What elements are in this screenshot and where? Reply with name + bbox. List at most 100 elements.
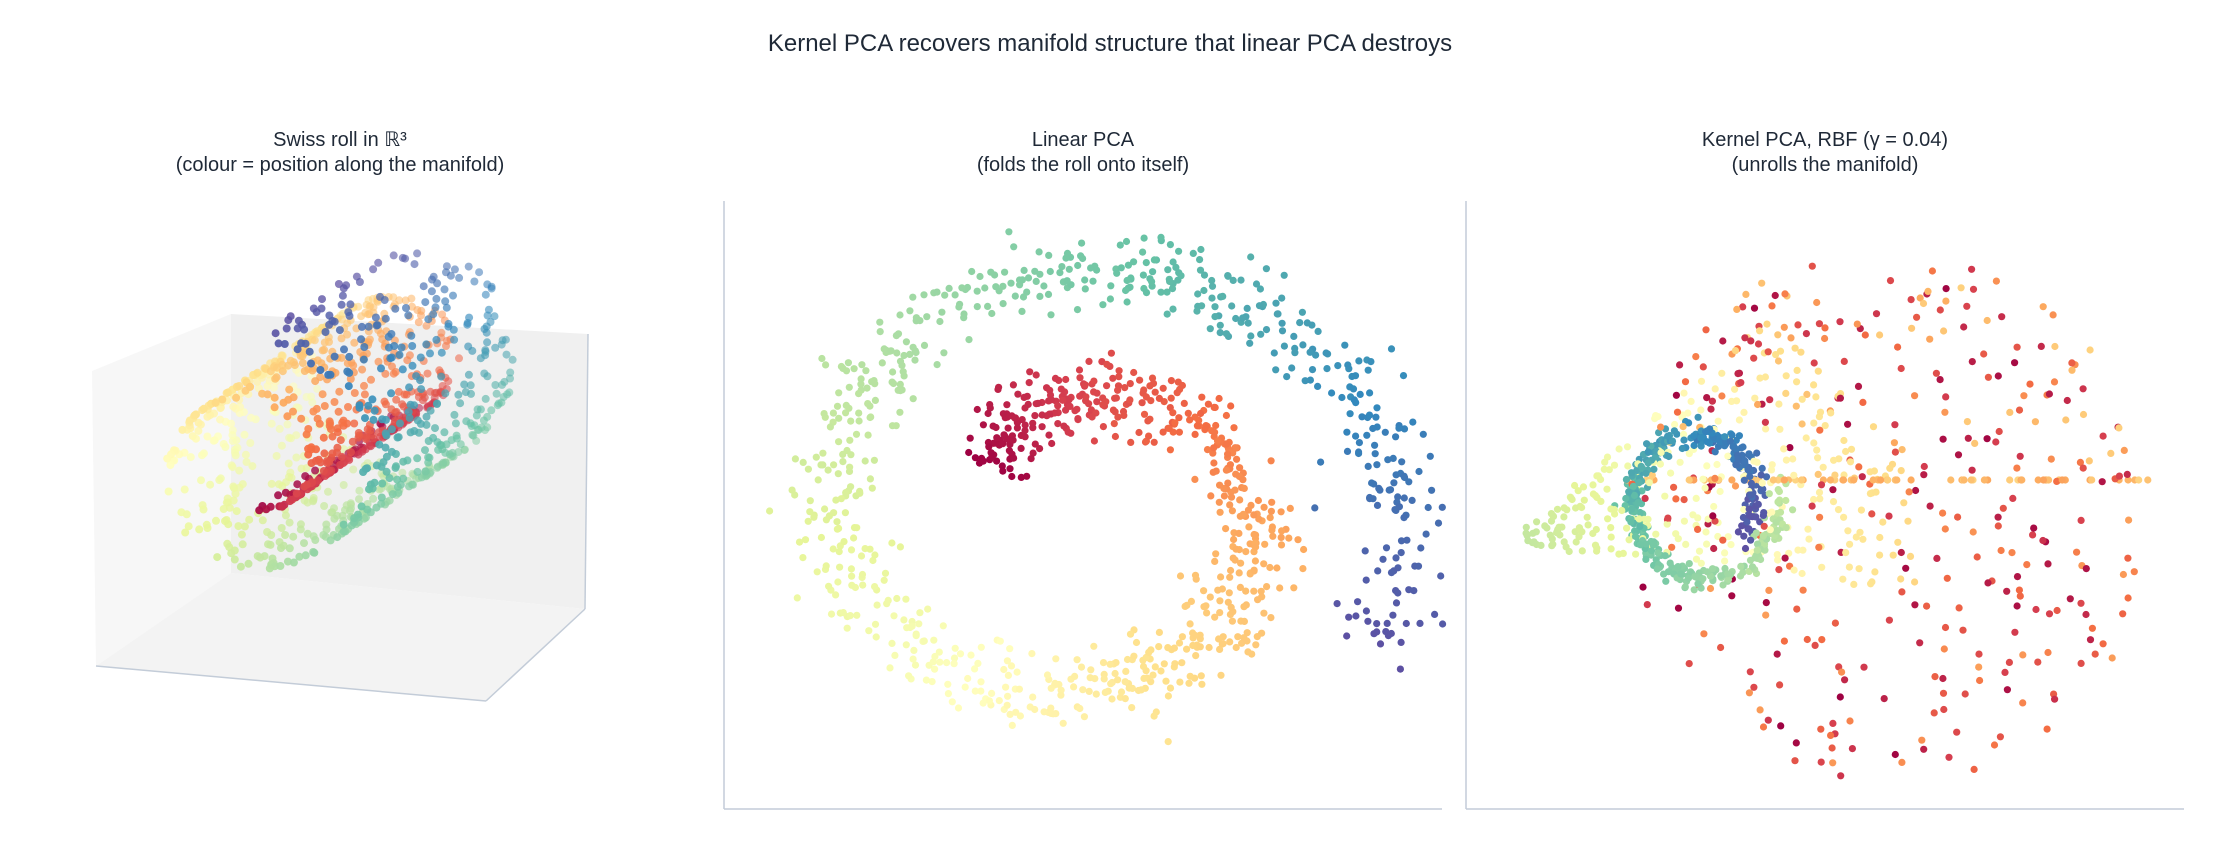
data-point xyxy=(839,458,847,466)
data-point xyxy=(1099,423,1107,431)
data-point xyxy=(1821,334,1829,343)
data-point xyxy=(195,525,204,534)
data-point xyxy=(1079,686,1087,694)
data-point xyxy=(1128,684,1136,693)
data-point xyxy=(1149,268,1157,276)
data-point xyxy=(1395,503,1403,511)
data-point xyxy=(1247,501,1255,509)
data-point xyxy=(313,384,322,393)
data-point xyxy=(968,267,976,276)
data-point xyxy=(1607,533,1615,541)
data-point xyxy=(421,298,430,307)
data-point xyxy=(1267,614,1275,622)
data-point xyxy=(357,335,366,344)
data-point xyxy=(1789,506,1797,514)
data-point xyxy=(920,341,929,349)
data-point xyxy=(2013,464,2021,472)
data-point xyxy=(272,452,281,460)
data-point xyxy=(865,627,873,635)
data-point xyxy=(1049,710,1057,718)
data-point xyxy=(1692,353,1700,361)
data-point xyxy=(840,538,848,546)
data-point xyxy=(1424,503,1432,512)
data-point xyxy=(1253,633,1261,641)
data-point xyxy=(491,381,500,389)
data-point xyxy=(1816,426,1824,434)
data-point xyxy=(900,616,908,624)
data-point xyxy=(1197,672,1205,680)
data-point xyxy=(1007,279,1015,287)
data-point xyxy=(319,433,328,442)
data-point xyxy=(422,412,431,421)
data-point xyxy=(235,382,244,390)
data-point xyxy=(491,343,500,352)
data-point xyxy=(211,398,220,407)
data-point xyxy=(1208,282,1217,290)
data-point xyxy=(1256,285,1264,293)
data-point xyxy=(1813,446,1821,454)
data-point xyxy=(328,449,337,458)
data-point xyxy=(1842,549,1850,557)
data-point xyxy=(847,546,856,554)
data-point xyxy=(470,277,479,286)
data-point xyxy=(361,513,370,522)
data-point xyxy=(1280,342,1288,350)
data-point xyxy=(392,395,401,404)
data-point xyxy=(2076,458,2084,466)
data-point xyxy=(979,421,988,429)
data-point xyxy=(817,461,825,469)
data-point xyxy=(1840,513,1848,521)
data-point xyxy=(1842,447,1850,456)
data-point xyxy=(346,506,354,515)
data-point xyxy=(297,339,306,348)
data-point xyxy=(1945,753,1953,761)
data-point xyxy=(281,511,290,520)
data-point xyxy=(1003,401,1011,409)
data-point xyxy=(1996,733,2004,741)
data-point xyxy=(343,359,352,368)
data-point xyxy=(848,581,856,589)
data-point xyxy=(1376,640,1385,648)
data-point xyxy=(1093,266,1101,274)
data-point xyxy=(1060,422,1068,430)
data-point xyxy=(1699,363,1707,371)
data-point xyxy=(1211,428,1219,436)
data-point xyxy=(834,470,842,478)
data-point xyxy=(1045,410,1053,418)
data-point xyxy=(285,544,294,553)
data-point xyxy=(1743,518,1751,526)
data-point xyxy=(2077,599,2085,607)
data-point xyxy=(232,393,241,402)
data-point xyxy=(1674,604,1683,612)
data-point xyxy=(297,464,306,473)
data-point xyxy=(1703,462,1711,470)
data-point xyxy=(1048,439,1056,448)
data-point xyxy=(1752,529,1760,537)
data-point xyxy=(1168,285,1177,293)
data-point xyxy=(933,288,941,296)
data-point xyxy=(1043,671,1052,679)
data-point xyxy=(1836,394,1844,402)
data-point xyxy=(1228,302,1236,310)
data-point xyxy=(1073,405,1081,413)
data-point xyxy=(902,641,910,649)
data-point xyxy=(1814,454,1822,462)
data-point xyxy=(387,447,396,456)
data-point xyxy=(1116,241,1124,249)
data-point xyxy=(977,643,985,651)
data-point xyxy=(2006,408,2014,416)
data-point xyxy=(1549,512,1557,520)
data-point xyxy=(1902,564,1910,572)
data-point xyxy=(1001,432,1009,441)
data-point xyxy=(999,300,1007,308)
data-point xyxy=(1912,486,1920,495)
data-point xyxy=(1603,485,1611,493)
data-point xyxy=(315,419,324,428)
data-point xyxy=(1897,364,1905,373)
data-point xyxy=(1247,253,1255,261)
data-point xyxy=(1816,408,1825,416)
data-point xyxy=(1312,351,1320,359)
data-point xyxy=(1299,565,1307,573)
data-point xyxy=(235,466,244,475)
data-point xyxy=(1941,408,1949,416)
